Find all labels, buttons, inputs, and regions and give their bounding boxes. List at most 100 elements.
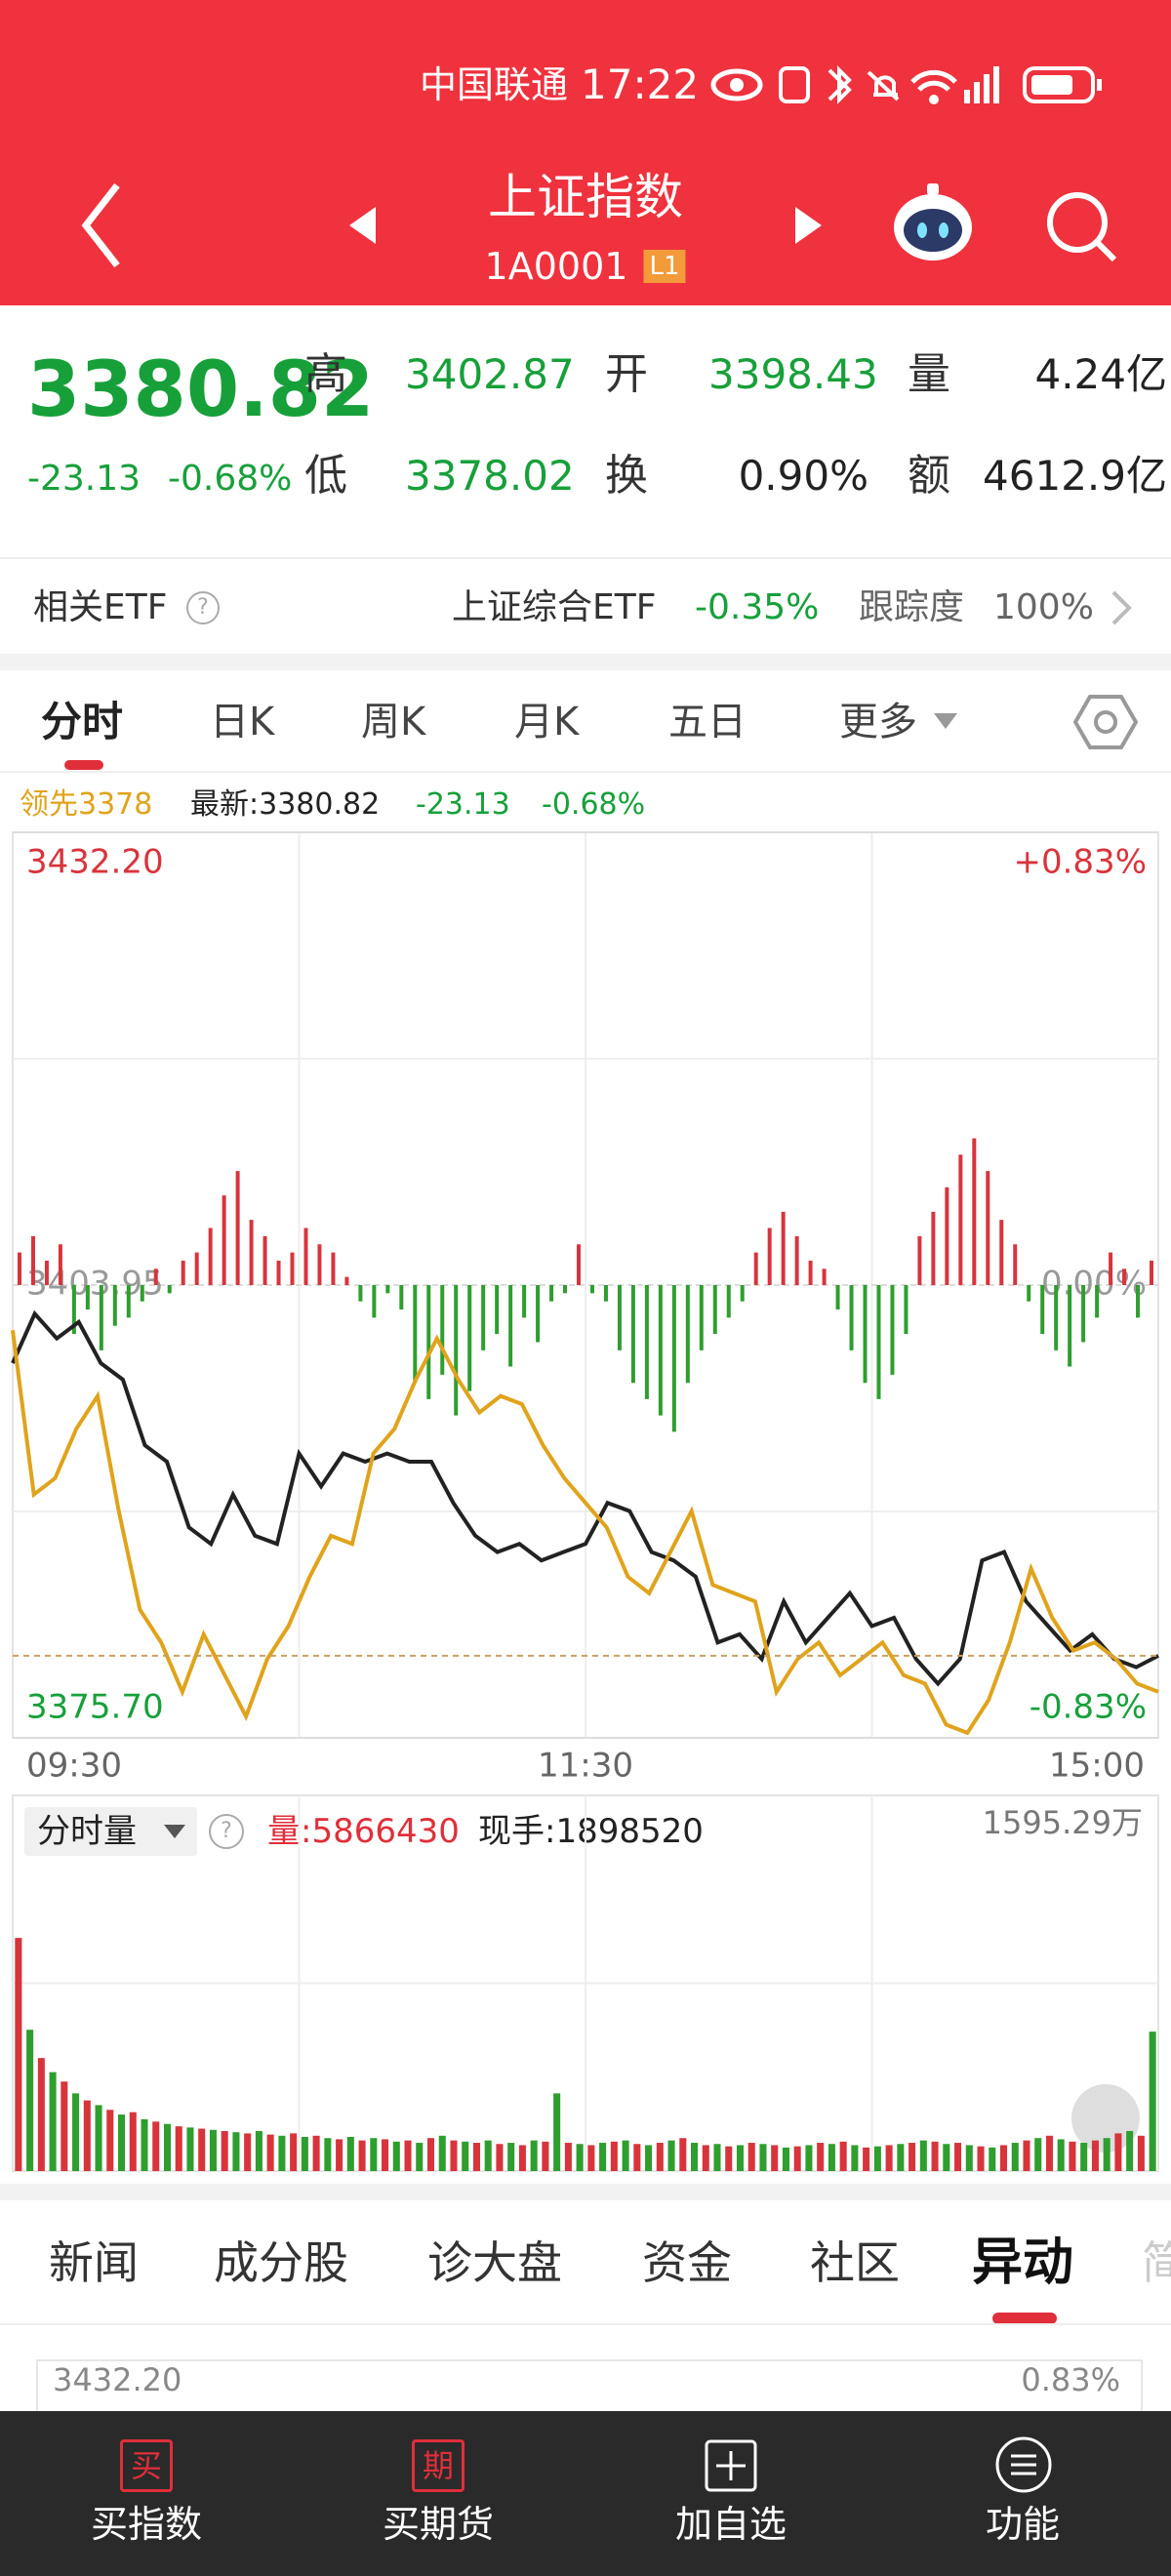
volume-bar — [610, 2141, 618, 2171]
nav-label[interactable]: 功能 — [985, 2503, 1061, 2546]
nav-icon — [995, 2436, 1052, 2493]
expand-button[interactable] — [1071, 2084, 1140, 2153]
volume-bar — [301, 2137, 308, 2171]
tab[interactable]: 日K — [210, 700, 275, 745]
tab[interactable]: 分时 — [41, 698, 124, 745]
volume-bar — [1045, 2135, 1053, 2171]
stat-value: 0.90% — [738, 452, 868, 500]
etf-name[interactable]: 上证综合ETF — [452, 587, 657, 627]
volume-bar — [1057, 2139, 1065, 2171]
volume-bar — [118, 2114, 126, 2171]
y-tick-label: 3403.95 — [26, 1265, 164, 1304]
volume-bar — [999, 2145, 1008, 2171]
volume-bar — [346, 2137, 354, 2171]
volume-bar — [873, 2146, 881, 2171]
volume-bar — [416, 2143, 424, 2171]
volume-bar — [404, 2140, 412, 2171]
bottom-tab[interactable]: 新闻 — [49, 2236, 139, 2289]
volume-bar — [828, 2144, 835, 2171]
volume-bar — [232, 2132, 240, 2171]
stat-label: 低 — [304, 451, 347, 501]
bottom-tab[interactable]: 异动 — [972, 2234, 1074, 2292]
volume-bar — [805, 2145, 813, 2171]
volume-bar — [290, 2133, 298, 2171]
volume-bar — [152, 2121, 160, 2171]
volume-bar — [645, 2145, 653, 2171]
tab[interactable]: 更多 — [839, 700, 917, 745]
volume-bar — [633, 2144, 641, 2171]
latest: 最新:3380.82 — [190, 787, 381, 822]
volume-bar — [358, 2140, 366, 2171]
nav-label[interactable]: 买指数 — [90, 2503, 203, 2546]
series-line — [11, 1330, 1159, 1736]
status-icons — [710, 65, 1102, 104]
prev-button[interactable] — [349, 207, 376, 244]
change: -23.13 — [27, 459, 141, 499]
tab[interactable]: 五日 — [668, 700, 747, 745]
volume-bar — [163, 2123, 172, 2171]
volume-bar — [426, 2138, 435, 2171]
volume-bar — [336, 2139, 343, 2171]
x-tick-label: 09:30 — [26, 1747, 122, 1786]
bottom-tab[interactable]: 诊大盘 — [427, 2236, 562, 2289]
tracking: 100% — [993, 587, 1094, 627]
y-tick-label: 1595.29万 — [983, 1804, 1143, 1841]
code: 1A0001 — [484, 245, 628, 288]
assistant-button[interactable] — [894, 183, 972, 261]
volume-bar — [278, 2135, 286, 2171]
volume-bar — [919, 2140, 927, 2171]
volume-bar — [26, 2030, 34, 2171]
y-tick-label: 3432.20 — [26, 843, 164, 882]
volume-bar — [518, 2145, 526, 2171]
next-button[interactable] — [795, 207, 822, 244]
volume-bar — [392, 2141, 400, 2171]
volume-bar — [472, 2143, 480, 2171]
stat-label: 额 — [908, 451, 950, 501]
volume-bar — [462, 2141, 469, 2171]
volume-bar — [496, 2144, 504, 2171]
nav-icon: 买 — [120, 2439, 173, 2492]
volume-bar — [530, 2140, 538, 2171]
volume-bar — [747, 2143, 755, 2171]
volume-bar — [61, 2081, 68, 2171]
volume-bar — [989, 2147, 996, 2171]
volume-bar — [667, 2140, 675, 2171]
tab[interactable]: 周K — [361, 700, 426, 745]
chevron[interactable] — [1108, 588, 1137, 627]
bottom-tab[interactable]: 简 — [1142, 2236, 1171, 2289]
settings-icon[interactable] — [1073, 693, 1138, 751]
help-icon[interactable]: ? — [209, 1814, 244, 1849]
volume-bar — [129, 2112, 137, 2171]
volume-bar — [15, 1938, 22, 2171]
change-pct: -0.68% — [168, 459, 293, 499]
volume-bar — [897, 2144, 905, 2171]
tab-underline — [992, 2313, 1057, 2324]
tracking-label: 跟踪度 — [859, 587, 965, 627]
volume-bar — [782, 2147, 789, 2171]
level-badge: L1 — [643, 250, 686, 283]
nav-label[interactable]: 买期货 — [382, 2503, 495, 2546]
volume-bar — [175, 2126, 182, 2171]
tab[interactable]: 月K — [514, 700, 580, 745]
bottom-tab[interactable]: 资金 — [642, 2236, 732, 2289]
stat-label: 换 — [605, 451, 648, 501]
bottom-tab[interactable]: 社区 — [810, 2236, 900, 2289]
mini-pct: 0.83% — [1021, 2361, 1120, 2398]
search-button[interactable] — [1047, 192, 1117, 262]
volume-bar — [507, 2143, 515, 2171]
x-tick-label: 15:00 — [1049, 1747, 1145, 1786]
volume-bar — [1137, 2135, 1145, 2171]
volume-bar — [977, 2146, 985, 2171]
volume-bar — [702, 2145, 709, 2171]
volume-bar — [965, 2145, 973, 2171]
help-icon[interactable]: ? — [186, 591, 220, 624]
back-button[interactable] — [81, 182, 120, 268]
volume-bar — [564, 2143, 572, 2171]
volume-bar — [691, 2143, 699, 2171]
volume-bar — [839, 2141, 847, 2171]
nav-label[interactable]: 加自选 — [674, 2503, 787, 2546]
bottom-tab[interactable]: 成分股 — [214, 2236, 348, 2289]
volume-bar — [255, 2130, 262, 2171]
volume-label: 分时量 — [37, 1812, 137, 1851]
